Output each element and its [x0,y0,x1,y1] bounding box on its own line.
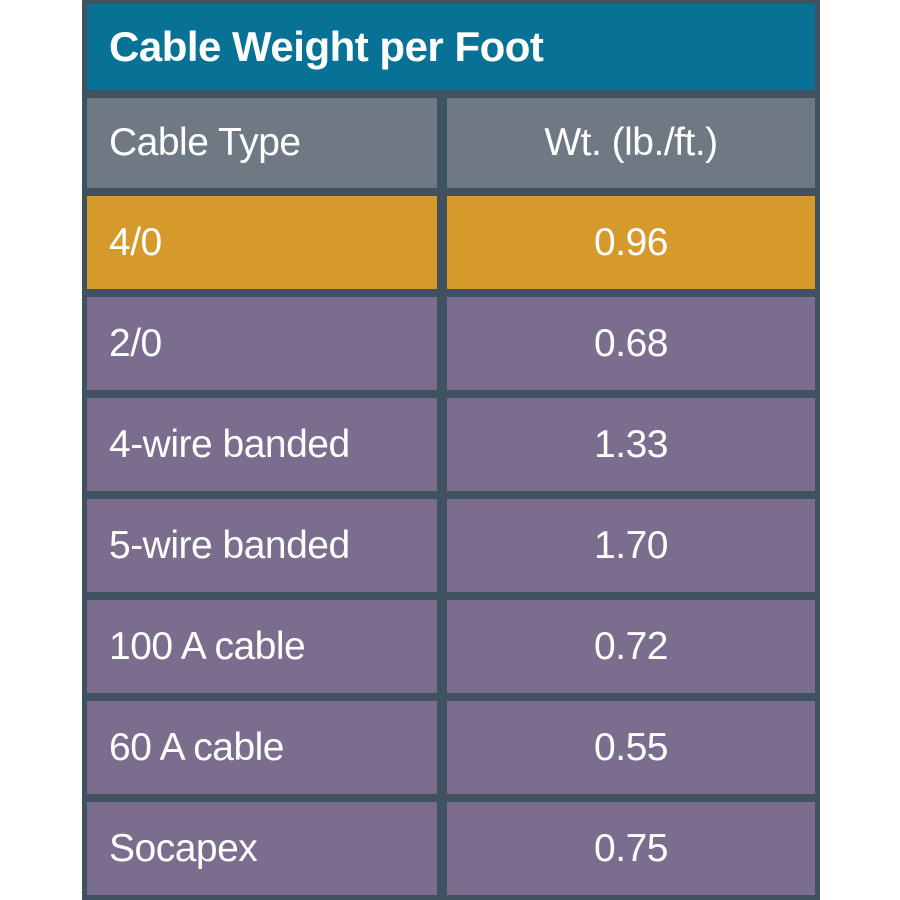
table-row: 60 A cable 0.55 [87,701,815,794]
cell-weight: 0.72 [447,600,815,693]
column-header-row: Cable Type Wt. (lb./ft.) [87,98,815,188]
column-header-weight: Wt. (lb./ft.) [447,98,815,188]
table-row: 100 A cable 0.72 [87,600,815,693]
cell-cable-type: 60 A cable [87,701,437,794]
cell-weight: 1.70 [447,499,815,592]
cable-weight-table: Cable Weight per Foot Cable Type Wt. (lb… [82,0,820,900]
table-row: 2/0 0.68 [87,297,815,390]
table-row: 4-wire banded 1.33 [87,398,815,491]
cell-cable-type: 4/0 [87,196,437,289]
table-title-bar: Cable Weight per Foot [87,4,815,90]
cell-weight: 0.75 [447,802,815,895]
cell-weight: 1.33 [447,398,815,491]
cell-cable-type: 2/0 [87,297,437,390]
cell-weight: 0.55 [447,701,815,794]
cell-cable-type: 4-wire banded [87,398,437,491]
table-row: 5-wire banded 1.70 [87,499,815,592]
cell-weight: 0.96 [447,196,815,289]
cell-cable-type: Socapex [87,802,437,895]
cell-cable-type: 100 A cable [87,600,437,693]
cell-weight: 0.68 [447,297,815,390]
table-row: 4/0 0.96 [87,196,815,289]
table-row: Socapex 0.75 [87,802,815,895]
cell-cable-type: 5-wire banded [87,499,437,592]
page-title: Cable Weight per Foot [109,23,544,70]
column-header-cable-type: Cable Type [87,98,437,188]
